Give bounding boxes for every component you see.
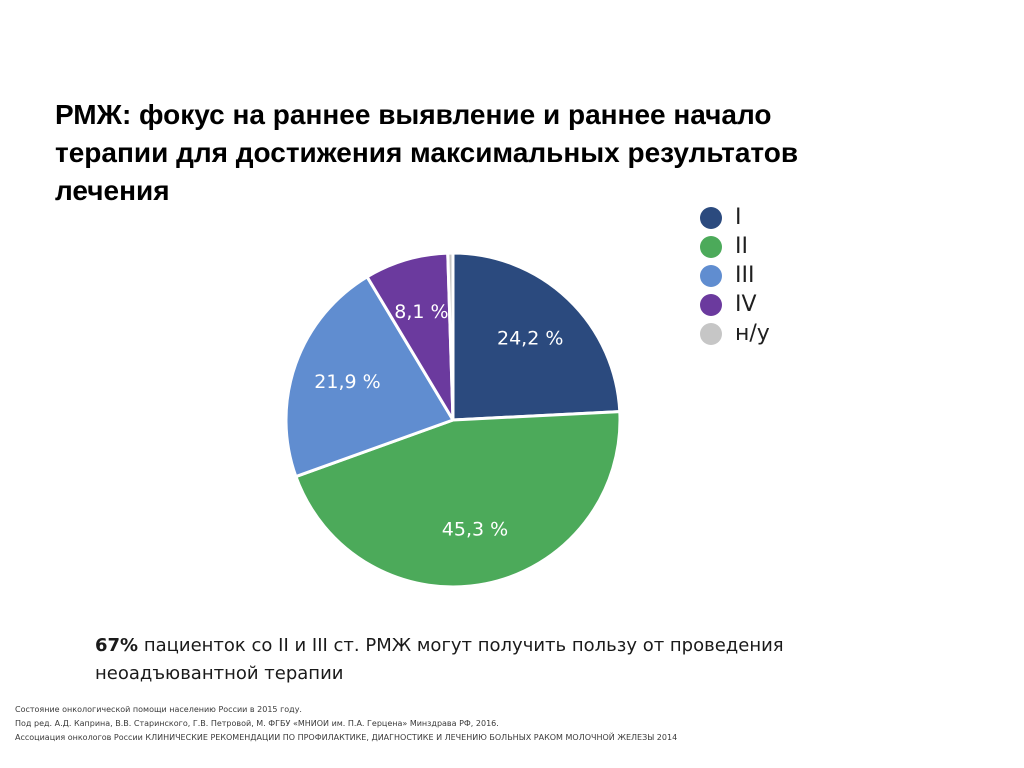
legend-swatch (700, 322, 722, 345)
title-line: РМЖ: фокус на раннее выявление и раннее … (55, 99, 772, 130)
legend-item: III (700, 261, 840, 290)
conclusion-line: неоадъювантной терапии (95, 663, 344, 684)
conclusion-line-rest: пациенток со II и III ст. РМЖ могут полу… (138, 635, 784, 656)
legend-swatch (700, 264, 722, 287)
pie-labels: 24,2 % 45,3 % 21,9 % 8,1 % (314, 301, 563, 540)
legend-item: II (700, 232, 840, 261)
pie-data-label: 8,1 % (394, 301, 448, 323)
source-line: Состояние онкологической помощи населени… (15, 705, 302, 714)
chart-legend: I II III IV н/у (700, 203, 840, 348)
conclusion-line: 67% пациенток со II и III ст. РМЖ могут … (95, 632, 895, 660)
pie-slice-н/у (446, 251, 455, 422)
legend-label: н/у (735, 321, 770, 346)
legend-swatch (700, 293, 722, 316)
source-line: Ассоциация онкологов России КЛИНИЧЕСКИЕ … (15, 733, 678, 742)
legend-label: I (735, 205, 742, 230)
pie-slice-II (294, 410, 622, 589)
legend-item: I (700, 203, 840, 232)
pie-slices (284, 251, 622, 589)
pie-slice-I (451, 251, 622, 422)
pie-data-label: 45,3 % (442, 518, 508, 540)
legend-item: IV (700, 290, 840, 319)
legend-item: н/у (700, 319, 840, 348)
legend-label: III (735, 263, 755, 288)
source-line: Под ред. А.Д. Каприна, В.В. Старинского,… (15, 719, 499, 728)
conclusion-text: 67% пациенток со II и III ст. РМЖ могут … (95, 632, 895, 688)
legend-label: II (735, 234, 748, 259)
conclusion-highlight: 67% (95, 635, 139, 656)
legend-swatch (700, 235, 722, 258)
legend-label: IV (735, 292, 757, 317)
legend-swatch (700, 206, 722, 229)
slide-title: РМЖ: фокус на раннее выявление и раннее … (55, 96, 955, 210)
sources-footnote: Состояние онкологической помощи населени… (15, 703, 1005, 745)
pie-data-label: 24,2 % (497, 327, 563, 349)
pie-data-label: 21,9 % (314, 371, 380, 393)
title-line: терапии для достижения максимальных резу… (55, 137, 799, 168)
pie-slice-III (284, 275, 455, 479)
title-line: лечения (55, 175, 170, 206)
